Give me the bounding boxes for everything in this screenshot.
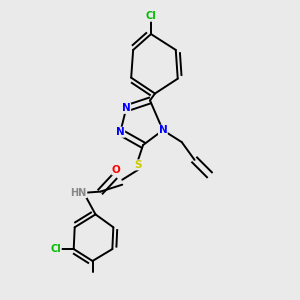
Text: Cl: Cl — [50, 244, 61, 254]
Text: Cl: Cl — [146, 11, 156, 21]
Text: N: N — [122, 103, 130, 113]
Text: N: N — [116, 127, 125, 137]
Text: S: S — [134, 160, 142, 170]
Text: HN: HN — [70, 188, 87, 198]
Text: N: N — [158, 125, 167, 135]
Text: O: O — [112, 165, 121, 175]
